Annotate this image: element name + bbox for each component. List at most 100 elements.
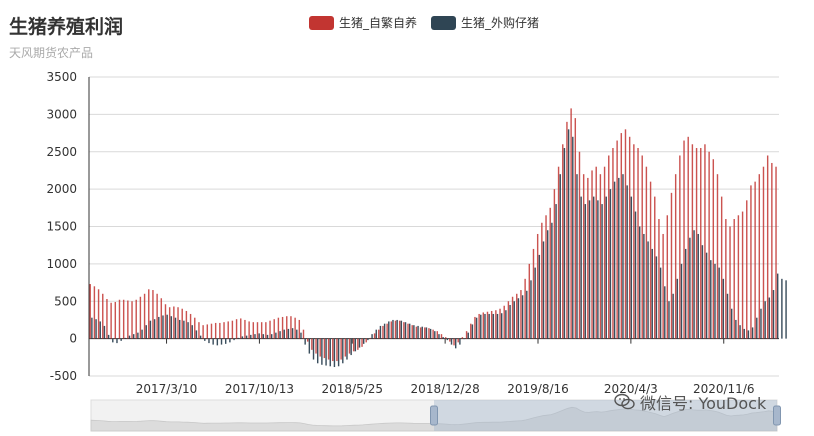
bar-self-breed xyxy=(687,136,689,339)
bar-purchased xyxy=(601,204,603,339)
bar-self-breed xyxy=(227,321,229,339)
bar-self-breed xyxy=(181,308,183,339)
bar-purchased xyxy=(480,314,482,339)
bar-purchased xyxy=(576,174,578,339)
bar-purchased xyxy=(551,222,553,339)
bar-self-breed xyxy=(148,289,150,339)
bar-self-breed xyxy=(231,320,234,339)
bar-purchased xyxy=(212,338,214,345)
bar-self-breed xyxy=(649,181,652,339)
y-tick-label: 3000 xyxy=(46,107,77,121)
bar-self-breed xyxy=(415,326,418,339)
bar-purchased xyxy=(224,338,227,344)
bar-self-breed xyxy=(323,338,326,359)
bar-purchased xyxy=(337,338,340,367)
x-tick-label: 2018/5/25 xyxy=(322,382,384,396)
bar-self-breed xyxy=(620,133,623,339)
bar-self-breed xyxy=(666,215,669,339)
bar-purchased xyxy=(354,338,357,352)
datazoom-handle-end xyxy=(773,405,781,426)
bar-self-breed xyxy=(461,337,464,339)
bar-self-breed xyxy=(758,174,761,339)
bar-self-breed xyxy=(465,331,468,339)
bar-purchased xyxy=(137,332,139,339)
bar-self-breed xyxy=(599,174,602,339)
bar-self-breed xyxy=(156,293,158,339)
bar-self-breed xyxy=(700,148,702,339)
bar-purchased xyxy=(743,328,745,339)
bar-purchased xyxy=(120,338,122,341)
bar-purchased xyxy=(542,241,545,339)
bar-self-breed xyxy=(511,296,514,339)
bar-purchased xyxy=(676,278,679,339)
bar-self-breed xyxy=(674,174,677,339)
bar-purchased xyxy=(375,329,377,339)
bar-self-breed xyxy=(164,304,167,339)
y-tick-label: 1500 xyxy=(46,220,77,234)
bar-self-breed xyxy=(557,166,560,339)
bar-purchased xyxy=(680,263,683,339)
bar-purchased xyxy=(768,297,771,339)
bar-purchased xyxy=(626,185,628,339)
bar-purchased xyxy=(726,293,729,339)
bar-purchased xyxy=(630,196,633,339)
bar-purchased xyxy=(572,136,574,339)
bar-purchased xyxy=(517,298,520,339)
bar-self-breed xyxy=(277,317,280,339)
bar-purchased xyxy=(158,316,160,339)
bar-self-breed xyxy=(219,322,221,339)
bar-self-breed xyxy=(486,311,489,339)
bar-self-breed xyxy=(194,317,196,339)
legend-label-purchased: 生猪_外购仔猪 xyxy=(461,16,540,30)
bar-purchased xyxy=(404,322,407,339)
bar-purchased xyxy=(270,334,273,339)
wechat-icon xyxy=(614,393,635,410)
bar-self-breed xyxy=(256,322,259,339)
bar-self-breed xyxy=(603,166,606,339)
bar-purchased xyxy=(262,334,265,339)
bar-purchased xyxy=(530,280,532,339)
bar-self-breed xyxy=(373,333,376,339)
bar-self-breed xyxy=(741,211,744,339)
bar-purchased xyxy=(425,327,428,339)
legend-item-purchased[interactable]: 生猪_外购仔猪 xyxy=(431,14,539,31)
bar-purchased xyxy=(145,325,147,339)
bar-self-breed xyxy=(319,338,321,357)
bar-purchased xyxy=(442,337,444,339)
bar-purchased xyxy=(488,313,490,339)
bar-self-breed xyxy=(654,196,656,339)
bar-self-breed xyxy=(252,322,255,339)
bar-purchased xyxy=(183,320,185,339)
bar-self-breed xyxy=(306,338,309,342)
bar-self-breed xyxy=(269,320,271,339)
bar-purchased xyxy=(705,252,708,339)
bar-self-breed xyxy=(712,159,715,339)
bar-purchased xyxy=(195,330,198,339)
bar-purchased xyxy=(760,308,762,339)
bar-self-breed xyxy=(578,151,581,339)
bar-self-breed xyxy=(766,155,769,339)
bar-purchased xyxy=(141,329,143,339)
bar-purchased xyxy=(613,181,616,339)
bar-purchased xyxy=(107,334,110,339)
bar-self-breed xyxy=(725,219,727,339)
bar-self-breed xyxy=(704,144,706,339)
bar-purchased xyxy=(287,328,290,339)
bar-self-breed xyxy=(290,316,292,339)
bar-purchased xyxy=(245,335,248,339)
bar-self-breed xyxy=(348,338,351,354)
bar-self-breed xyxy=(762,166,765,339)
bar-self-breed xyxy=(131,301,133,339)
bar-self-breed xyxy=(532,248,535,339)
legend-item-self-breed[interactable]: 生猪_自繁自养 xyxy=(309,14,417,31)
x-tick-label: 2020/11/6 xyxy=(693,382,755,396)
bar-purchased xyxy=(710,260,712,339)
bar-self-breed xyxy=(369,337,372,339)
bar-self-breed xyxy=(114,301,117,339)
bar-purchased xyxy=(254,334,256,339)
bar-purchased xyxy=(567,129,570,339)
bar-self-breed xyxy=(352,338,355,352)
chart-legend: 生猪_自繁自养 生猪_外购仔猪 xyxy=(309,14,539,31)
bar-purchased xyxy=(329,338,331,367)
bar-self-breed xyxy=(436,331,439,339)
